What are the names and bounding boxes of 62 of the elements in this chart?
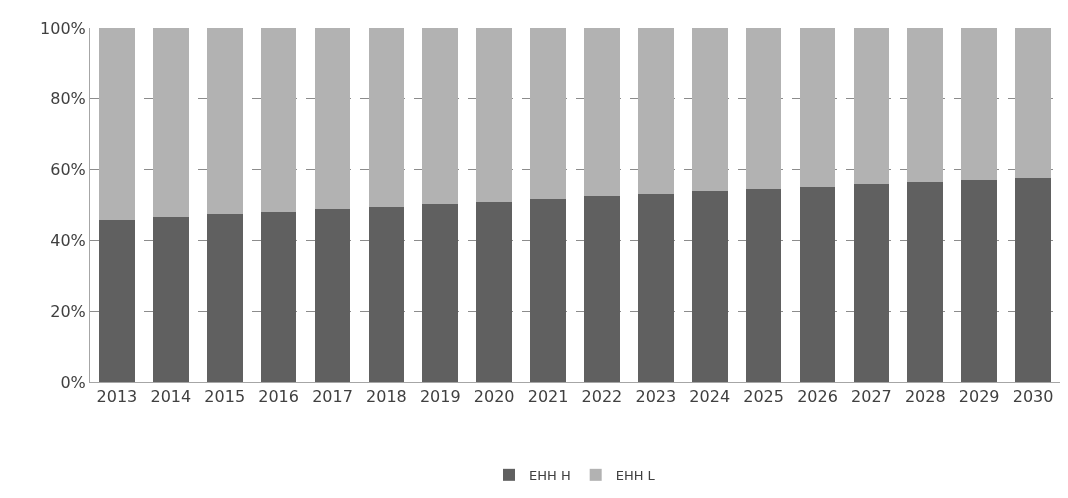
x-tick-label: 2026	[797, 387, 838, 407]
bar	[260, 28, 297, 213]
bar	[638, 193, 674, 382]
bar	[1015, 177, 1051, 382]
y-tick-label: 80%	[50, 89, 86, 109]
bar	[422, 28, 459, 205]
y-tick-label: 40%	[50, 231, 86, 250]
bar	[799, 186, 836, 382]
bar	[638, 28, 674, 194]
x-tick-label: 2027	[851, 387, 892, 407]
x-tick-label: 2015	[204, 387, 246, 407]
bar	[476, 201, 512, 382]
x-tick-label: 2025	[743, 387, 784, 407]
y-tick-label: 60%	[50, 160, 86, 180]
bar	[691, 190, 728, 382]
x-tick-label: 2018	[366, 387, 407, 407]
x-tick-label: 2024	[689, 387, 731, 407]
bar	[530, 28, 566, 199]
bar	[99, 28, 135, 220]
bar	[745, 28, 782, 189]
bar	[153, 28, 189, 218]
bar	[476, 28, 512, 202]
x-tick-label: 2020	[473, 387, 515, 407]
bar	[314, 209, 351, 382]
bar	[853, 184, 890, 382]
y-tick-label: 20%	[50, 301, 86, 321]
bar	[422, 204, 459, 382]
bar	[584, 196, 620, 382]
x-tick-label: 2017	[312, 387, 353, 407]
x-tick-label: 2021	[527, 387, 569, 407]
x-tick-label: 2016	[258, 387, 299, 407]
bar	[961, 28, 997, 181]
bar	[530, 198, 566, 382]
x-tick-label: 2019	[419, 387, 461, 407]
bar	[368, 206, 405, 382]
bar	[907, 28, 944, 183]
bar	[691, 28, 728, 191]
bar	[799, 28, 836, 187]
bar	[853, 28, 890, 185]
x-tick-label: 2023	[635, 387, 677, 407]
bar	[368, 28, 405, 207]
x-tick-label: 2014	[150, 387, 192, 407]
x-tick-label: 2022	[581, 387, 623, 407]
bar	[584, 28, 620, 197]
bar	[907, 182, 944, 382]
bar	[314, 28, 351, 210]
bar	[206, 28, 243, 215]
x-tick-label: 2030	[1012, 387, 1054, 407]
legend-label: EHH L	[615, 467, 656, 483]
x-tick-label: 2029	[958, 387, 1000, 407]
bar	[206, 214, 243, 382]
y-tick-label: 0%	[60, 372, 86, 392]
x-tick-label: 2013	[96, 387, 138, 407]
bar	[153, 217, 189, 382]
bar	[961, 180, 997, 382]
bar	[99, 219, 135, 382]
bar	[1015, 28, 1051, 178]
bar	[745, 188, 782, 382]
y-tick-label: 100%	[40, 18, 86, 38]
bar	[260, 212, 297, 382]
legend-label: EHH H	[529, 467, 571, 483]
x-tick-label: 2028	[904, 387, 946, 407]
